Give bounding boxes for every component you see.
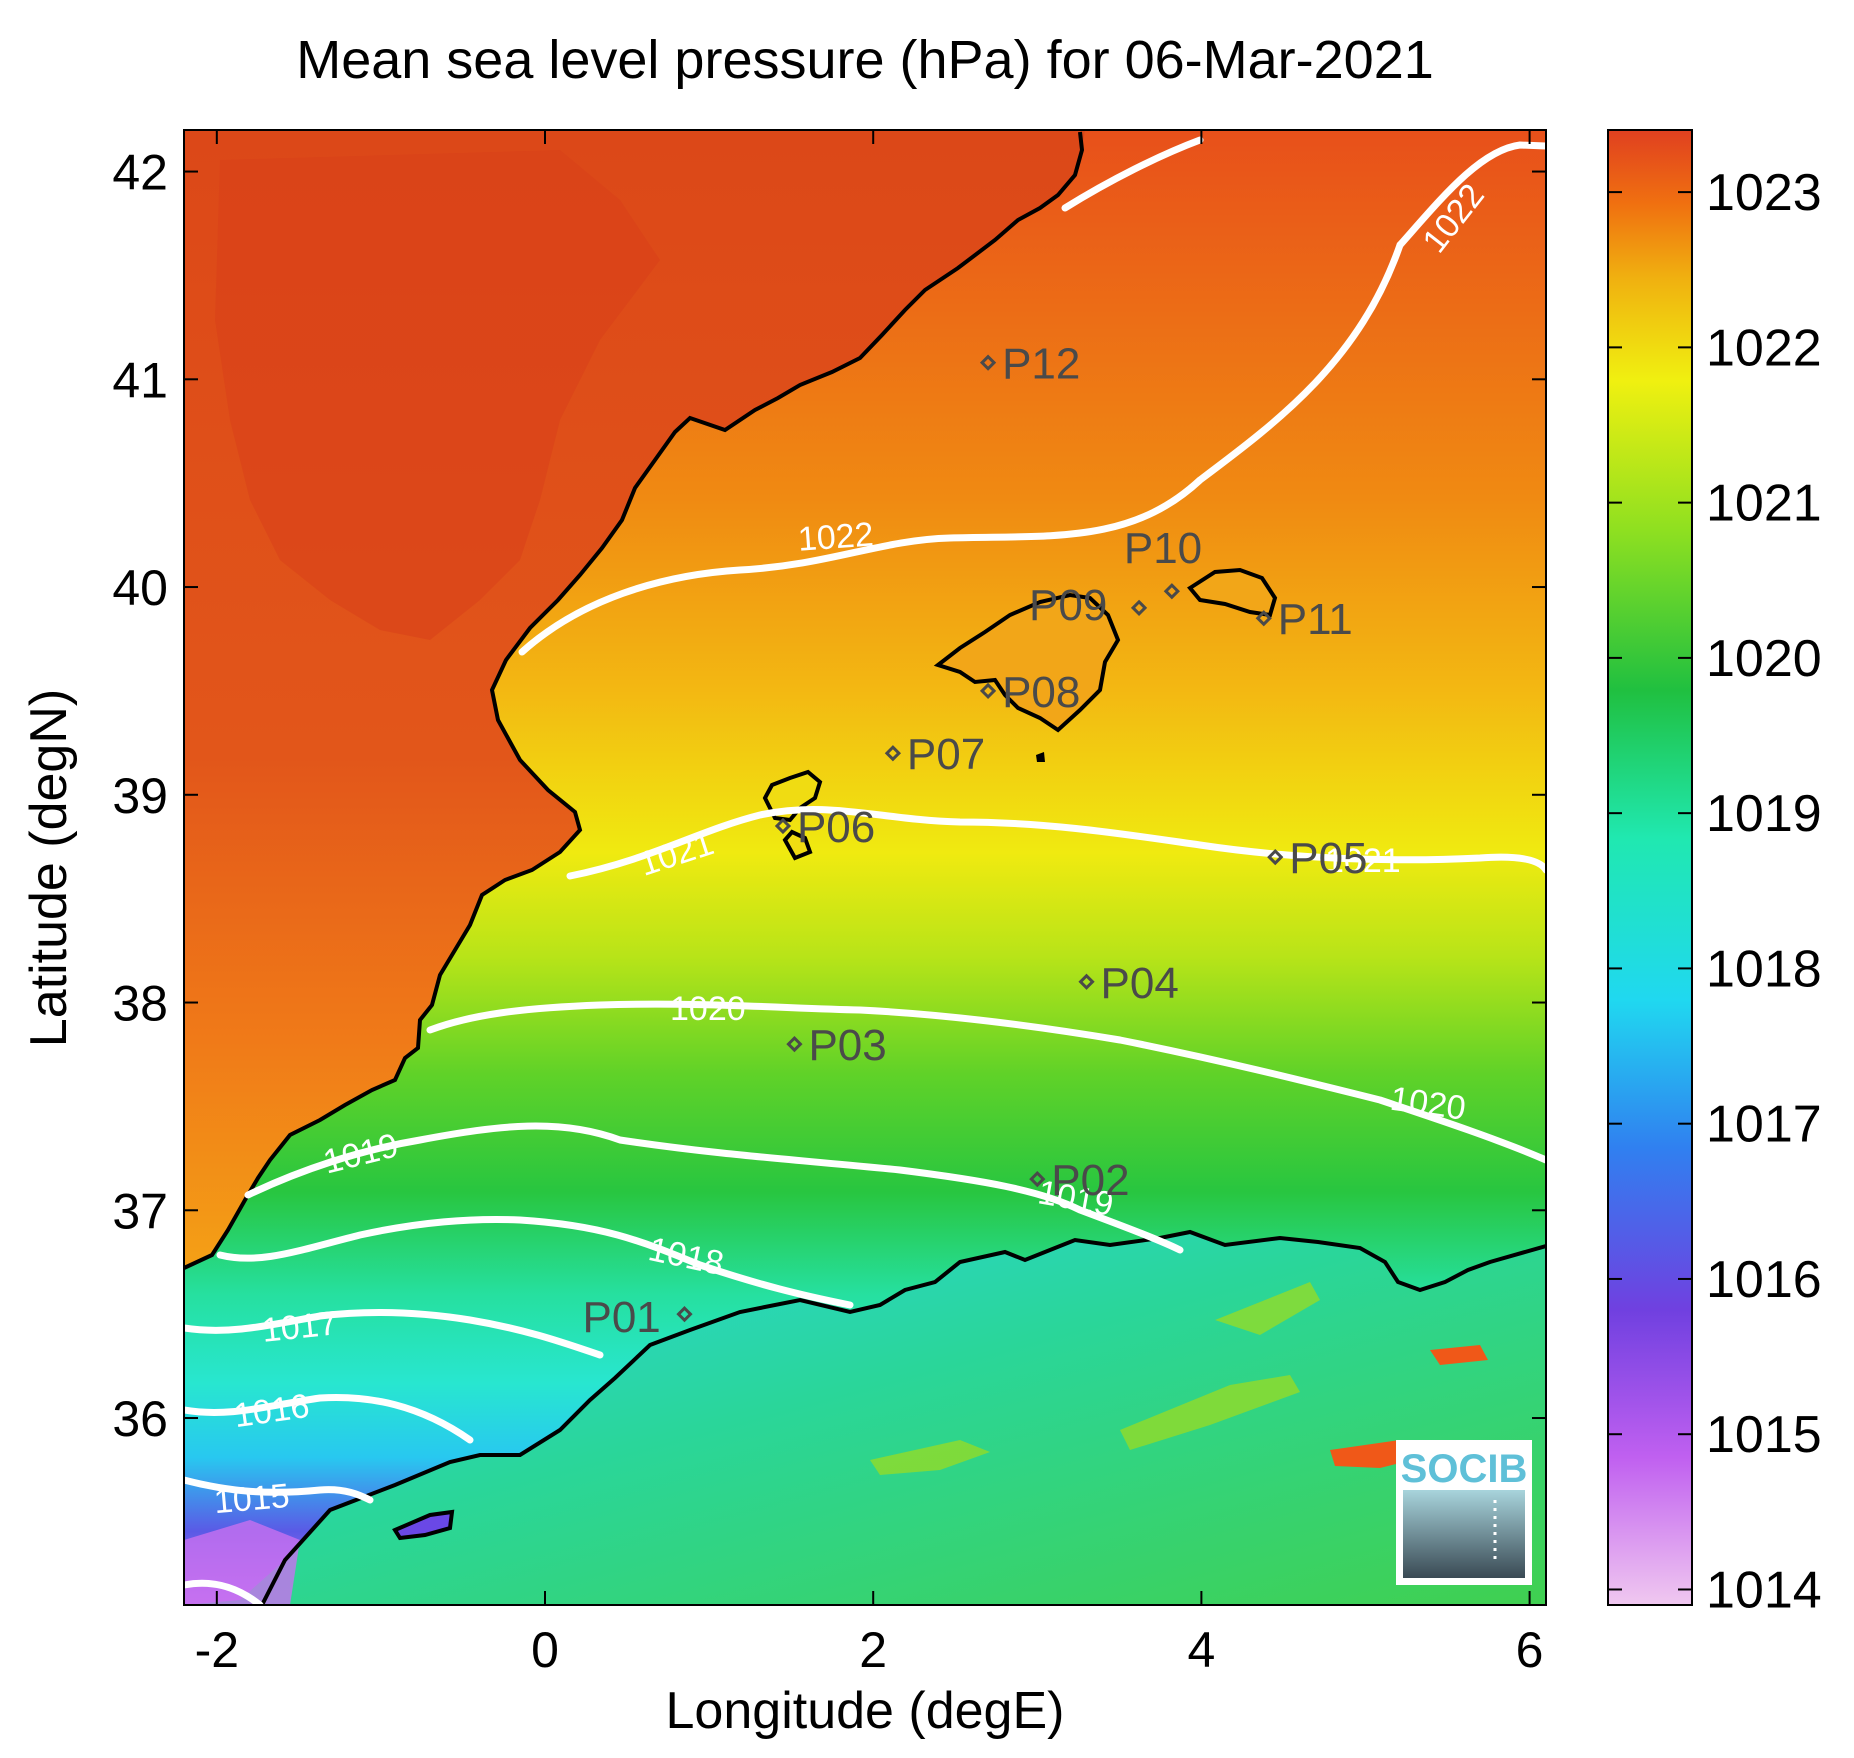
y-tick-label: 40 (112, 560, 168, 616)
y-tick-label: 42 (112, 145, 168, 201)
chart-title: Mean sea level pressure (hPa) for 06-Mar… (296, 30, 1434, 90)
station-marker (1255, 610, 1272, 627)
station-marker (1130, 599, 1148, 616)
colorbar-tick-label: 1022 (1706, 319, 1822, 377)
isobar-1020 (426, 1000, 1546, 1164)
colorbar-tick-label: 1014 (1706, 1561, 1822, 1619)
station-label: P06 (797, 803, 875, 852)
x-tick-label: 4 (1187, 1622, 1215, 1678)
station-marker (774, 817, 792, 835)
y-tick-label: 38 (112, 976, 168, 1032)
plot-frame (183, 129, 1547, 1606)
mallorca (933, 592, 1121, 733)
station-label: P09 (1029, 581, 1107, 630)
colorbar-tick-label: 1021 (1706, 475, 1822, 533)
contour-label-1021-b: 1021 (1325, 842, 1401, 880)
station-label: P08 (1002, 668, 1080, 717)
station-label: P05 (1289, 834, 1367, 883)
isobar-1022-east (1396, 141, 1546, 249)
isobar-1022 (518, 241, 1404, 656)
x-axis-label: Longitude (degE) (666, 1682, 1065, 1740)
stations: P01 P02 P03 P04 P05 P06 P07 P08 P09 P10 P11 P12 (582, 340, 1367, 1342)
station-marker (1163, 583, 1180, 600)
station-label: P12 (1002, 340, 1080, 389)
y-tick-label: 37 (112, 1183, 168, 1239)
y-tick-label: 39 (112, 768, 168, 824)
station-label: P01 (582, 1293, 660, 1342)
logo-image (1403, 1490, 1525, 1578)
station-marker (979, 354, 997, 371)
plot-area: 1022 1022 1021 1021 1020 1020 1019 1019 … (184, 130, 1546, 1605)
coastline-africa (260, 1229, 1546, 1605)
colorbar-tick-label: 1023 (1706, 164, 1822, 222)
x-tick-label: 6 (1516, 1622, 1544, 1678)
africa-hotspot (1330, 1345, 1488, 1468)
coastline-iberia (184, 131, 1085, 1270)
isobar-1019 (244, 1122, 1184, 1254)
station-marker (979, 682, 997, 700)
x-tick-label: 0 (531, 1622, 559, 1678)
africa-relief (870, 1282, 1320, 1475)
isobar-1016 (184, 1394, 474, 1444)
isobar-1022-north (1061, 136, 1204, 212)
station-marker (1078, 973, 1095, 990)
contour-label-1022-a: 1022 (797, 516, 875, 559)
formentera (782, 829, 813, 861)
colorbar-ramp (1607, 129, 1693, 1606)
y-tick-label: 36 (112, 1391, 168, 1447)
contour-label-1015: 1015 (212, 1477, 291, 1521)
menorca (1187, 567, 1278, 618)
station-label: P02 (1051, 1156, 1129, 1205)
iberia-relief (215, 150, 660, 640)
y-tick-label: 41 (112, 352, 168, 408)
contour-label-1017: 1017 (260, 1304, 339, 1350)
x-tick-label: -2 (195, 1622, 239, 1678)
colorbar-tick-label: 1015 (1706, 1406, 1822, 1464)
africa-landmass (184, 1232, 1546, 1605)
colorbar-ticks: 1014 1015 1016 1017 1018 1019 1020 1021 1022 1023 (1608, 164, 1822, 1619)
contour-label-1020-a: 1020 (670, 990, 746, 1028)
isobar-1017 (184, 1309, 604, 1359)
station-marker (884, 745, 902, 762)
colorbar-tick-label: 1020 (1706, 630, 1822, 688)
colorbar-tick-label: 1018 (1706, 940, 1822, 998)
isobars (184, 136, 1546, 1605)
isobar-1021 (566, 805, 1546, 880)
isobar-1018 (216, 1216, 854, 1309)
station-label: P03 (808, 1021, 886, 1070)
isobar-1015 (184, 1476, 374, 1504)
logo-text: SOCIB (1401, 1447, 1528, 1491)
station-marker (676, 1306, 693, 1323)
station-marker (1267, 848, 1284, 866)
colorbar: 1014 1015 1016 1017 1018 1019 1020 1021 1022 1023 (1607, 129, 1822, 1619)
x-tick-label: 2 (859, 1622, 887, 1678)
station-marker (786, 1035, 803, 1053)
station-label: P11 (1278, 595, 1353, 644)
colorbar-tick-label: 1019 (1706, 785, 1822, 843)
station-label: P07 (907, 730, 985, 779)
y-axis: 36 37 38 39 40 41 42 (112, 145, 1546, 1447)
socib-logo: SOCIB (1396, 1440, 1532, 1585)
station-label: P10 (1124, 524, 1202, 573)
alboran-island (392, 1509, 455, 1541)
y-axis-label: Latitude (degN) (20, 689, 78, 1047)
colorbar-tick-label: 1016 (1706, 1251, 1822, 1309)
isobar-1014 (184, 1579, 264, 1605)
station-marker (1029, 1170, 1046, 1188)
x-axis: -2 0 2 4 6 (195, 130, 1544, 1678)
station-label: P04 (1101, 959, 1179, 1008)
colorbar-tick-label: 1017 (1706, 1096, 1822, 1154)
cabrera (1036, 752, 1045, 762)
